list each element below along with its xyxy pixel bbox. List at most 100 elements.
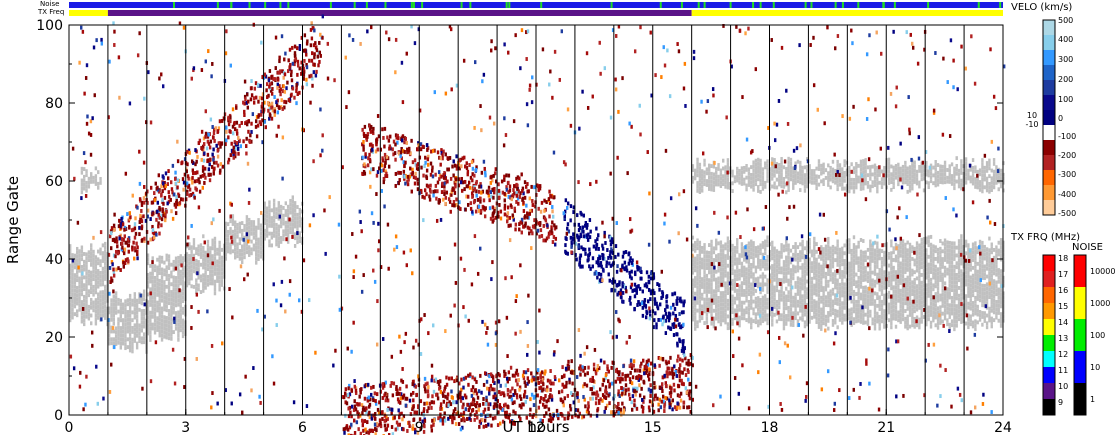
ground-scatter-cell	[810, 315, 814, 320]
ground-scatter-cell	[73, 273, 77, 278]
ground-scatter-cell	[990, 180, 993, 185]
echo-cell	[261, 92, 265, 97]
ground-scatter-cell	[117, 329, 120, 334]
ground-scatter-cell	[752, 245, 755, 249]
ground-scatter-cell	[873, 167, 877, 172]
echo-cell	[314, 41, 317, 46]
ground-scatter-cell	[731, 267, 734, 272]
echo-cell	[302, 76, 305, 81]
ground-scatter-cell	[149, 275, 152, 280]
ground-scatter-cell	[838, 274, 842, 279]
ground-scatter-cell	[787, 188, 790, 192]
ground-scatter-cell	[894, 258, 898, 263]
ground-scatter-cell	[943, 316, 947, 321]
ground-scatter-cell	[813, 307, 816, 311]
ground-scatter-cell	[838, 294, 842, 299]
ground-scatter-cell	[750, 317, 753, 322]
ground-scatter-cell	[752, 299, 755, 304]
ground-scatter-cell	[822, 258, 825, 263]
ground-scatter-cell	[946, 259, 949, 264]
ground-scatter-cell	[820, 284, 823, 289]
ground-scatter-cell	[899, 300, 902, 305]
ground-scatter-cell	[869, 251, 872, 256]
ground-scatter-cell	[960, 304, 963, 309]
ground-scatter-cell	[703, 258, 706, 263]
ground-scatter-cell	[73, 284, 77, 289]
ground-scatter-cell	[878, 173, 881, 177]
ground-scatter-cell	[978, 187, 982, 192]
noise-speckle	[172, 2, 175, 8]
ground-scatter-cell	[838, 182, 842, 187]
ground-scatter-cell	[726, 158, 730, 163]
ground-scatter-cell	[277, 205, 280, 209]
ground-scatter-cell	[859, 167, 863, 172]
echo-cell	[158, 231, 161, 236]
ground-scatter-cell	[925, 299, 928, 303]
ground-scatter-cell	[803, 320, 807, 325]
ground-scatter-cell	[955, 245, 958, 250]
ground-scatter-cell	[864, 301, 867, 305]
ground-scatter-cell	[752, 311, 755, 316]
echo-cell	[110, 260, 114, 264]
ground-scatter-cell	[808, 288, 811, 293]
ground-scatter-cell	[691, 309, 695, 314]
ground-scatter-cell	[163, 323, 166, 327]
ground-scatter-cell	[876, 253, 879, 258]
ground-scatter-cell	[869, 239, 872, 244]
ground-scatter-cell	[901, 278, 905, 283]
ground-scatter-cell	[227, 245, 230, 250]
ground-scatter-cell	[286, 232, 290, 237]
echo-cell	[254, 81, 258, 86]
ground-scatter-cell	[128, 321, 132, 326]
ground-scatter-cell	[815, 242, 818, 246]
ground-scatter-cell	[978, 267, 982, 271]
echo-cell	[196, 154, 199, 159]
ground-scatter-cell	[897, 298, 900, 303]
echo-cell	[268, 103, 271, 108]
echo-cell	[185, 192, 189, 196]
ground-scatter-cell	[128, 340, 132, 345]
ground-scatter-cell	[257, 249, 260, 254]
ground-scatter-cell	[750, 165, 753, 170]
ground-scatter-cell	[806, 244, 809, 249]
ground-scatter-cell	[918, 270, 921, 275]
ground-scatter-cell	[852, 258, 856, 263]
ground-scatter-cell	[857, 314, 860, 319]
ground-scatter-cell	[997, 310, 1000, 315]
ground-scatter-cell	[901, 247, 905, 251]
ground-scatter-cell	[752, 176, 755, 180]
ground-scatter-cell	[179, 316, 182, 321]
ground-scatter-cell	[827, 236, 830, 241]
ground-scatter-cell	[873, 279, 877, 284]
ground-scatter-cell	[922, 268, 926, 273]
ground-scatter-cell	[988, 185, 991, 190]
ground-scatter-cell	[167, 332, 171, 337]
ground-scatter-cell	[862, 270, 865, 275]
ground-scatter-cell	[922, 240, 926, 245]
ground-scatter-cell	[743, 250, 746, 254]
ground-scatter-cell	[101, 301, 105, 306]
ground-scatter-cell	[726, 252, 730, 256]
ground-scatter-cell	[932, 287, 935, 292]
ground-scatter-cell	[97, 308, 100, 312]
echo-cell	[283, 72, 287, 77]
echo-cell	[219, 168, 222, 173]
ground-scatter-cell	[859, 312, 863, 317]
ground-scatter-cell	[149, 279, 152, 284]
ground-scatter-cell	[170, 293, 173, 298]
ground-scatter-cell	[813, 283, 816, 288]
ground-scatter-cell	[908, 312, 912, 317]
ground-scatter-cell	[153, 276, 157, 280]
ground-scatter-cell	[107, 310, 111, 315]
ground-scatter-cell	[850, 248, 853, 253]
ground-scatter-cell	[726, 275, 730, 280]
txfreq-status-row	[69, 10, 1003, 16]
ground-scatter-cell	[778, 301, 781, 306]
ground-scatter-cell	[929, 281, 933, 286]
ground-scatter-cell	[862, 293, 865, 298]
ground-scatter-cell	[841, 320, 844, 325]
ground-scatter-cell	[957, 278, 961, 283]
noise-speckle	[421, 2, 424, 8]
ground-scatter-cell	[890, 172, 893, 177]
ground-scatter-cell	[245, 222, 249, 227]
